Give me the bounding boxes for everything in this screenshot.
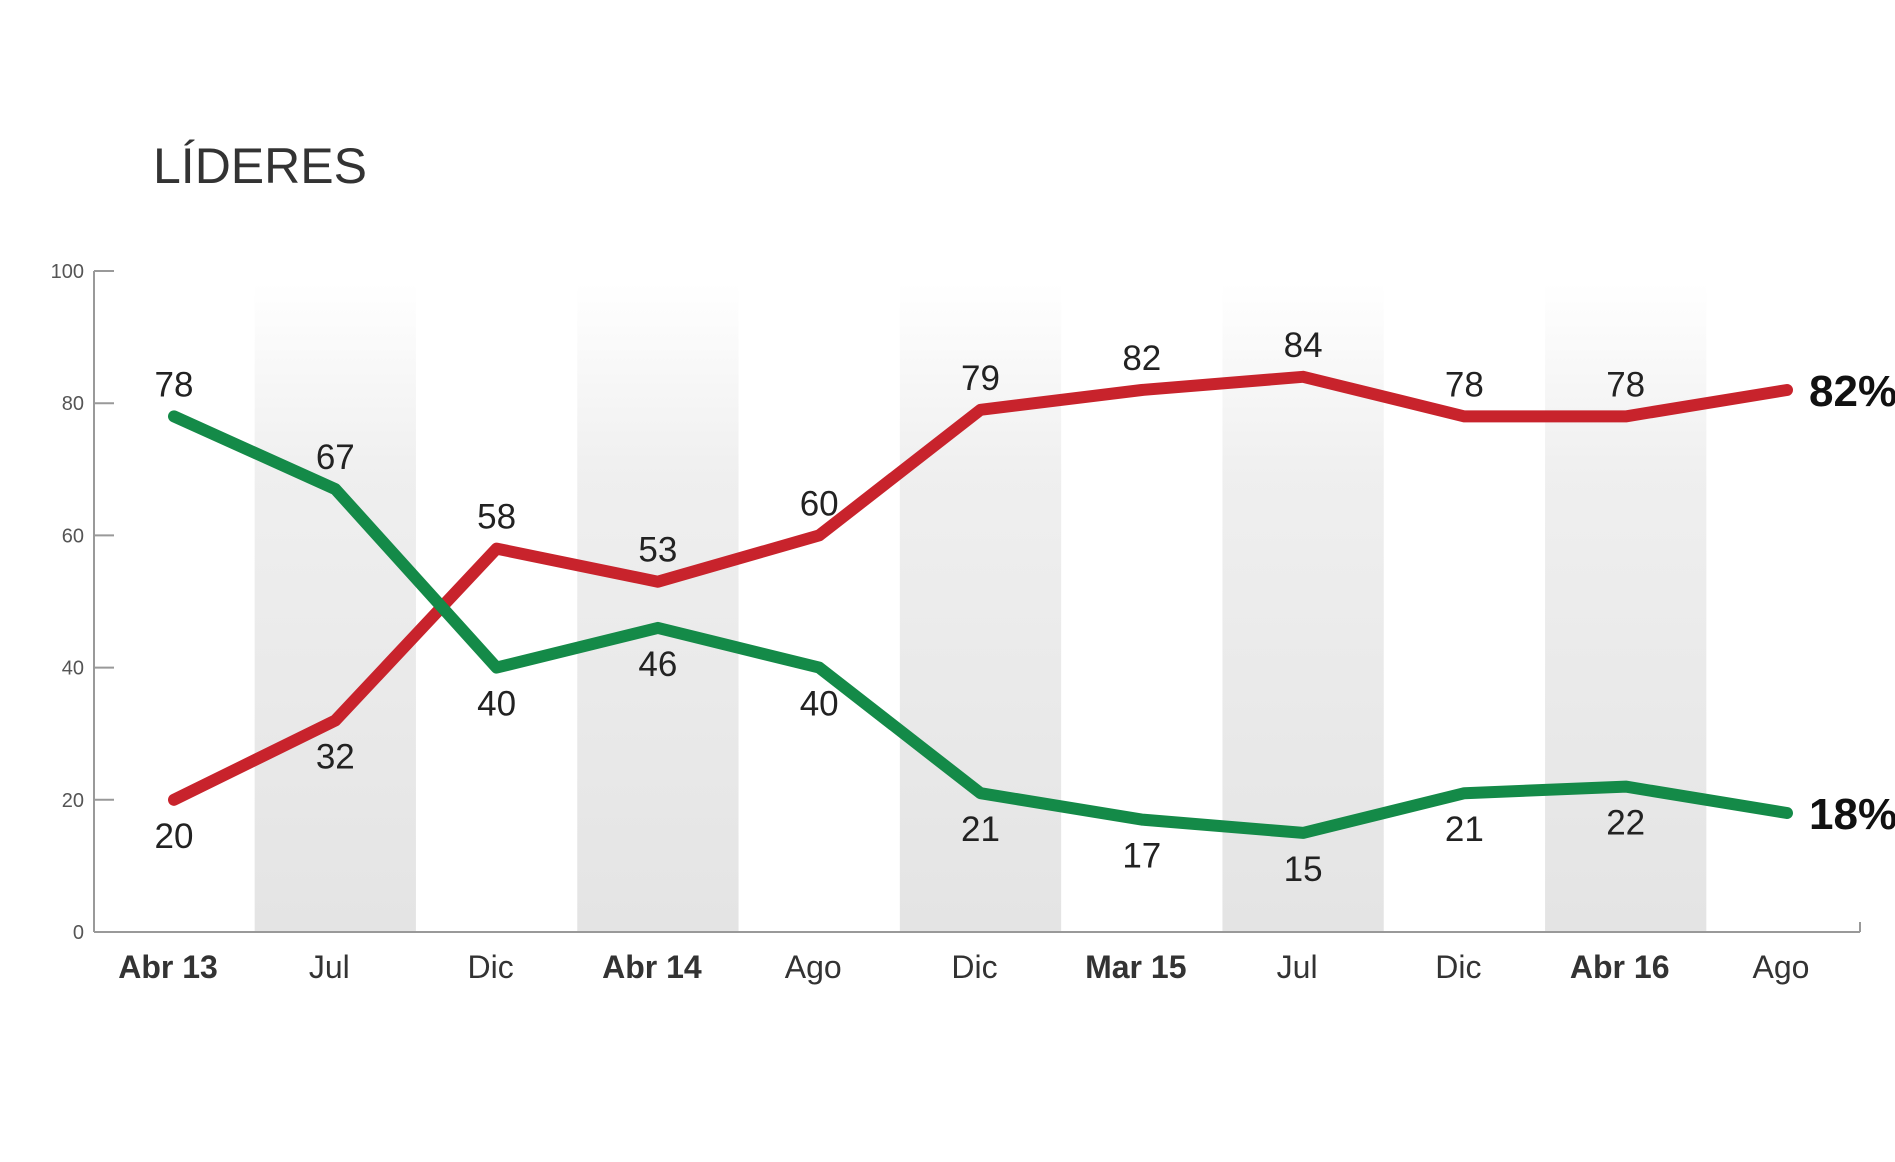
shaded-column-3 (577, 283, 739, 932)
series-line-1 (168, 410, 1793, 839)
data-label-s0-0: 20 (155, 817, 194, 856)
x-tick-label-8: Dic (1435, 949, 1481, 985)
x-tick-label-10: Ago (1753, 949, 1810, 985)
x-tick-label-0: Abr 13 (118, 949, 218, 985)
x-tick-label-5: Dic (951, 949, 997, 985)
y-tick-label-40: 40 (62, 658, 84, 680)
data-label-s1-5: 21 (961, 810, 1000, 849)
data-label-s1-8: 21 (1445, 810, 1484, 849)
data-label-s1-3: 46 (638, 645, 677, 684)
x-tick-label-3: Abr 14 (602, 949, 702, 985)
data-label-s0-1: 32 (316, 737, 355, 776)
x-tick-label-4: Ago (785, 949, 842, 985)
data-label-s0-4: 60 (800, 484, 839, 523)
axes: 0 20 40 60 80 100 Abr 13 Jul Dic Abr 14 Ago Dic Mar … (51, 261, 1861, 985)
data-label-s1-1: 67 (316, 438, 355, 477)
y-tick-label-80: 80 (62, 393, 84, 415)
data-label-s0-8: 78 (1445, 365, 1484, 404)
data-label-s0-7: 84 (1284, 326, 1323, 365)
end-label-s1: 18% (1809, 790, 1895, 839)
x-tick-label-7: Jul (1277, 949, 1318, 985)
data-label-s0-6: 82 (1122, 339, 1161, 378)
data-label-s0-3: 53 (638, 531, 677, 570)
x-tick-label-1: Jul (309, 949, 350, 985)
y-tick-label-0: 0 (73, 922, 84, 944)
data-label-s0-9: 78 (1606, 365, 1645, 404)
shaded-column-5 (899, 283, 1062, 932)
data-label-s1-6: 17 (1122, 837, 1161, 876)
shaded-column-1 (254, 283, 416, 932)
end-label-s0: 82% (1809, 367, 1895, 416)
x-tick-label-9: Abr 16 (1570, 949, 1670, 985)
data-label-s1-0: 78 (155, 365, 194, 404)
shaded-column-9 (1545, 283, 1707, 932)
x-tick-label-6: Mar 15 (1085, 949, 1186, 985)
chart-title: LÍDERES (153, 138, 367, 194)
y-tick-label-20: 20 (62, 790, 84, 812)
data-label-s1-7: 15 (1284, 850, 1323, 889)
series-lines (168, 370, 1793, 839)
data-labels: 20 32 58 53 60 79 82 84 78 78 82% 78 67 40 46 40 21 17 15 2… (155, 326, 1895, 889)
data-label-s0-2: 58 (477, 498, 516, 537)
y-tick-label-60: 60 (62, 525, 84, 547)
data-label-s1-9: 22 (1606, 804, 1645, 843)
data-label-s1-2: 40 (477, 685, 516, 724)
x-tick-label-2: Dic (467, 949, 513, 985)
data-label-s1-4: 40 (800, 685, 839, 724)
data-label-s0-5: 79 (961, 359, 1000, 398)
y-tick-label-100: 100 (51, 261, 84, 283)
